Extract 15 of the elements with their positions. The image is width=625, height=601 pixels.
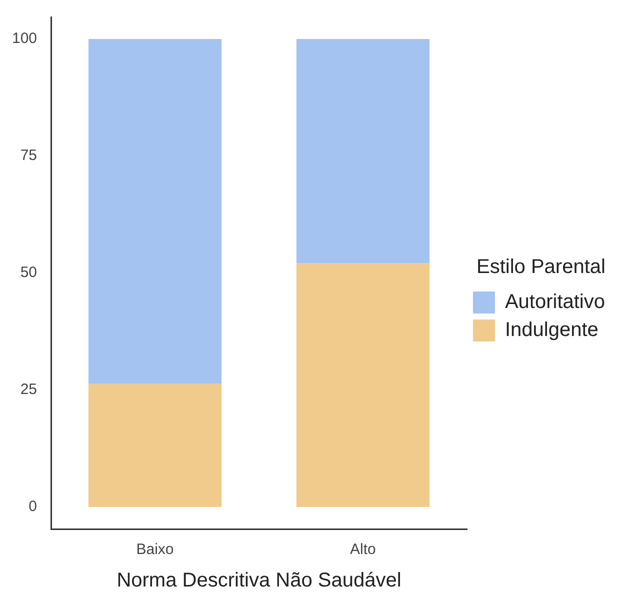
bar <box>296 263 430 508</box>
bar <box>88 38 222 384</box>
x-tick-label: Baixo <box>136 541 174 558</box>
legend-label: Indulgente <box>504 319 598 342</box>
y-tick-label: 50 <box>20 264 38 282</box>
y-tick-label: 0 <box>28 498 38 516</box>
legend-label: Autoritativo <box>504 291 606 314</box>
y-tick-label: 75 <box>20 147 38 164</box>
y-tick-label: 100 <box>12 30 38 48</box>
x-axis-title: Norma Descritiva Não Saudável <box>116 570 402 592</box>
legend-title: Estilo Parental <box>476 256 606 278</box>
bar <box>88 384 222 508</box>
bar <box>296 38 430 264</box>
x-tick-label: Alto <box>350 541 376 558</box>
y-tick-label: 25 <box>20 381 38 398</box>
